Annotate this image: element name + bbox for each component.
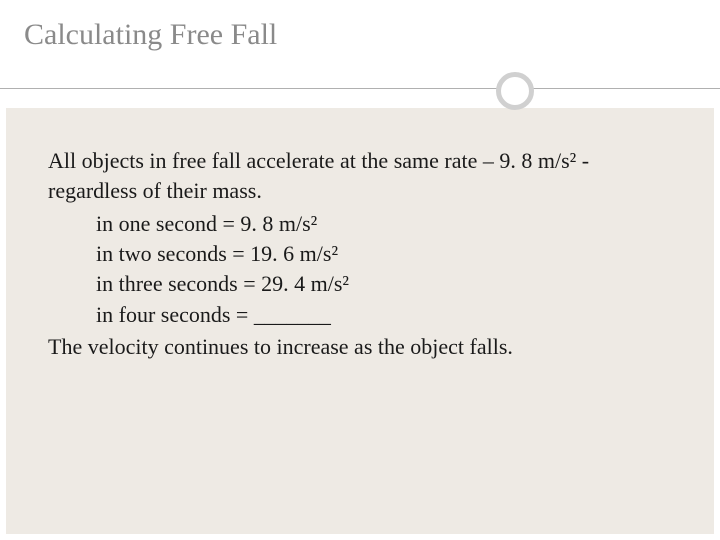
slide-title: Calculating Free Fall xyxy=(0,0,720,52)
divider-line xyxy=(0,88,720,89)
list-item: in three seconds = 29. 4 m/s² xyxy=(48,269,674,299)
list-item: in one second = 9. 8 m/s² xyxy=(48,209,674,239)
content-block: All objects in free fall accelerate at t… xyxy=(6,108,714,363)
circle-icon xyxy=(496,72,534,110)
list-item: in two seconds = 19. 6 m/s² xyxy=(48,239,674,269)
body-area: All objects in free fall accelerate at t… xyxy=(6,108,714,534)
intro-text: All objects in free fall accelerate at t… xyxy=(48,146,674,207)
list-item: in four seconds = _______ xyxy=(48,300,674,330)
slide: Calculating Free Fall All objects in fre… xyxy=(0,0,720,540)
closing-text: The velocity continues to increase as th… xyxy=(48,332,674,362)
